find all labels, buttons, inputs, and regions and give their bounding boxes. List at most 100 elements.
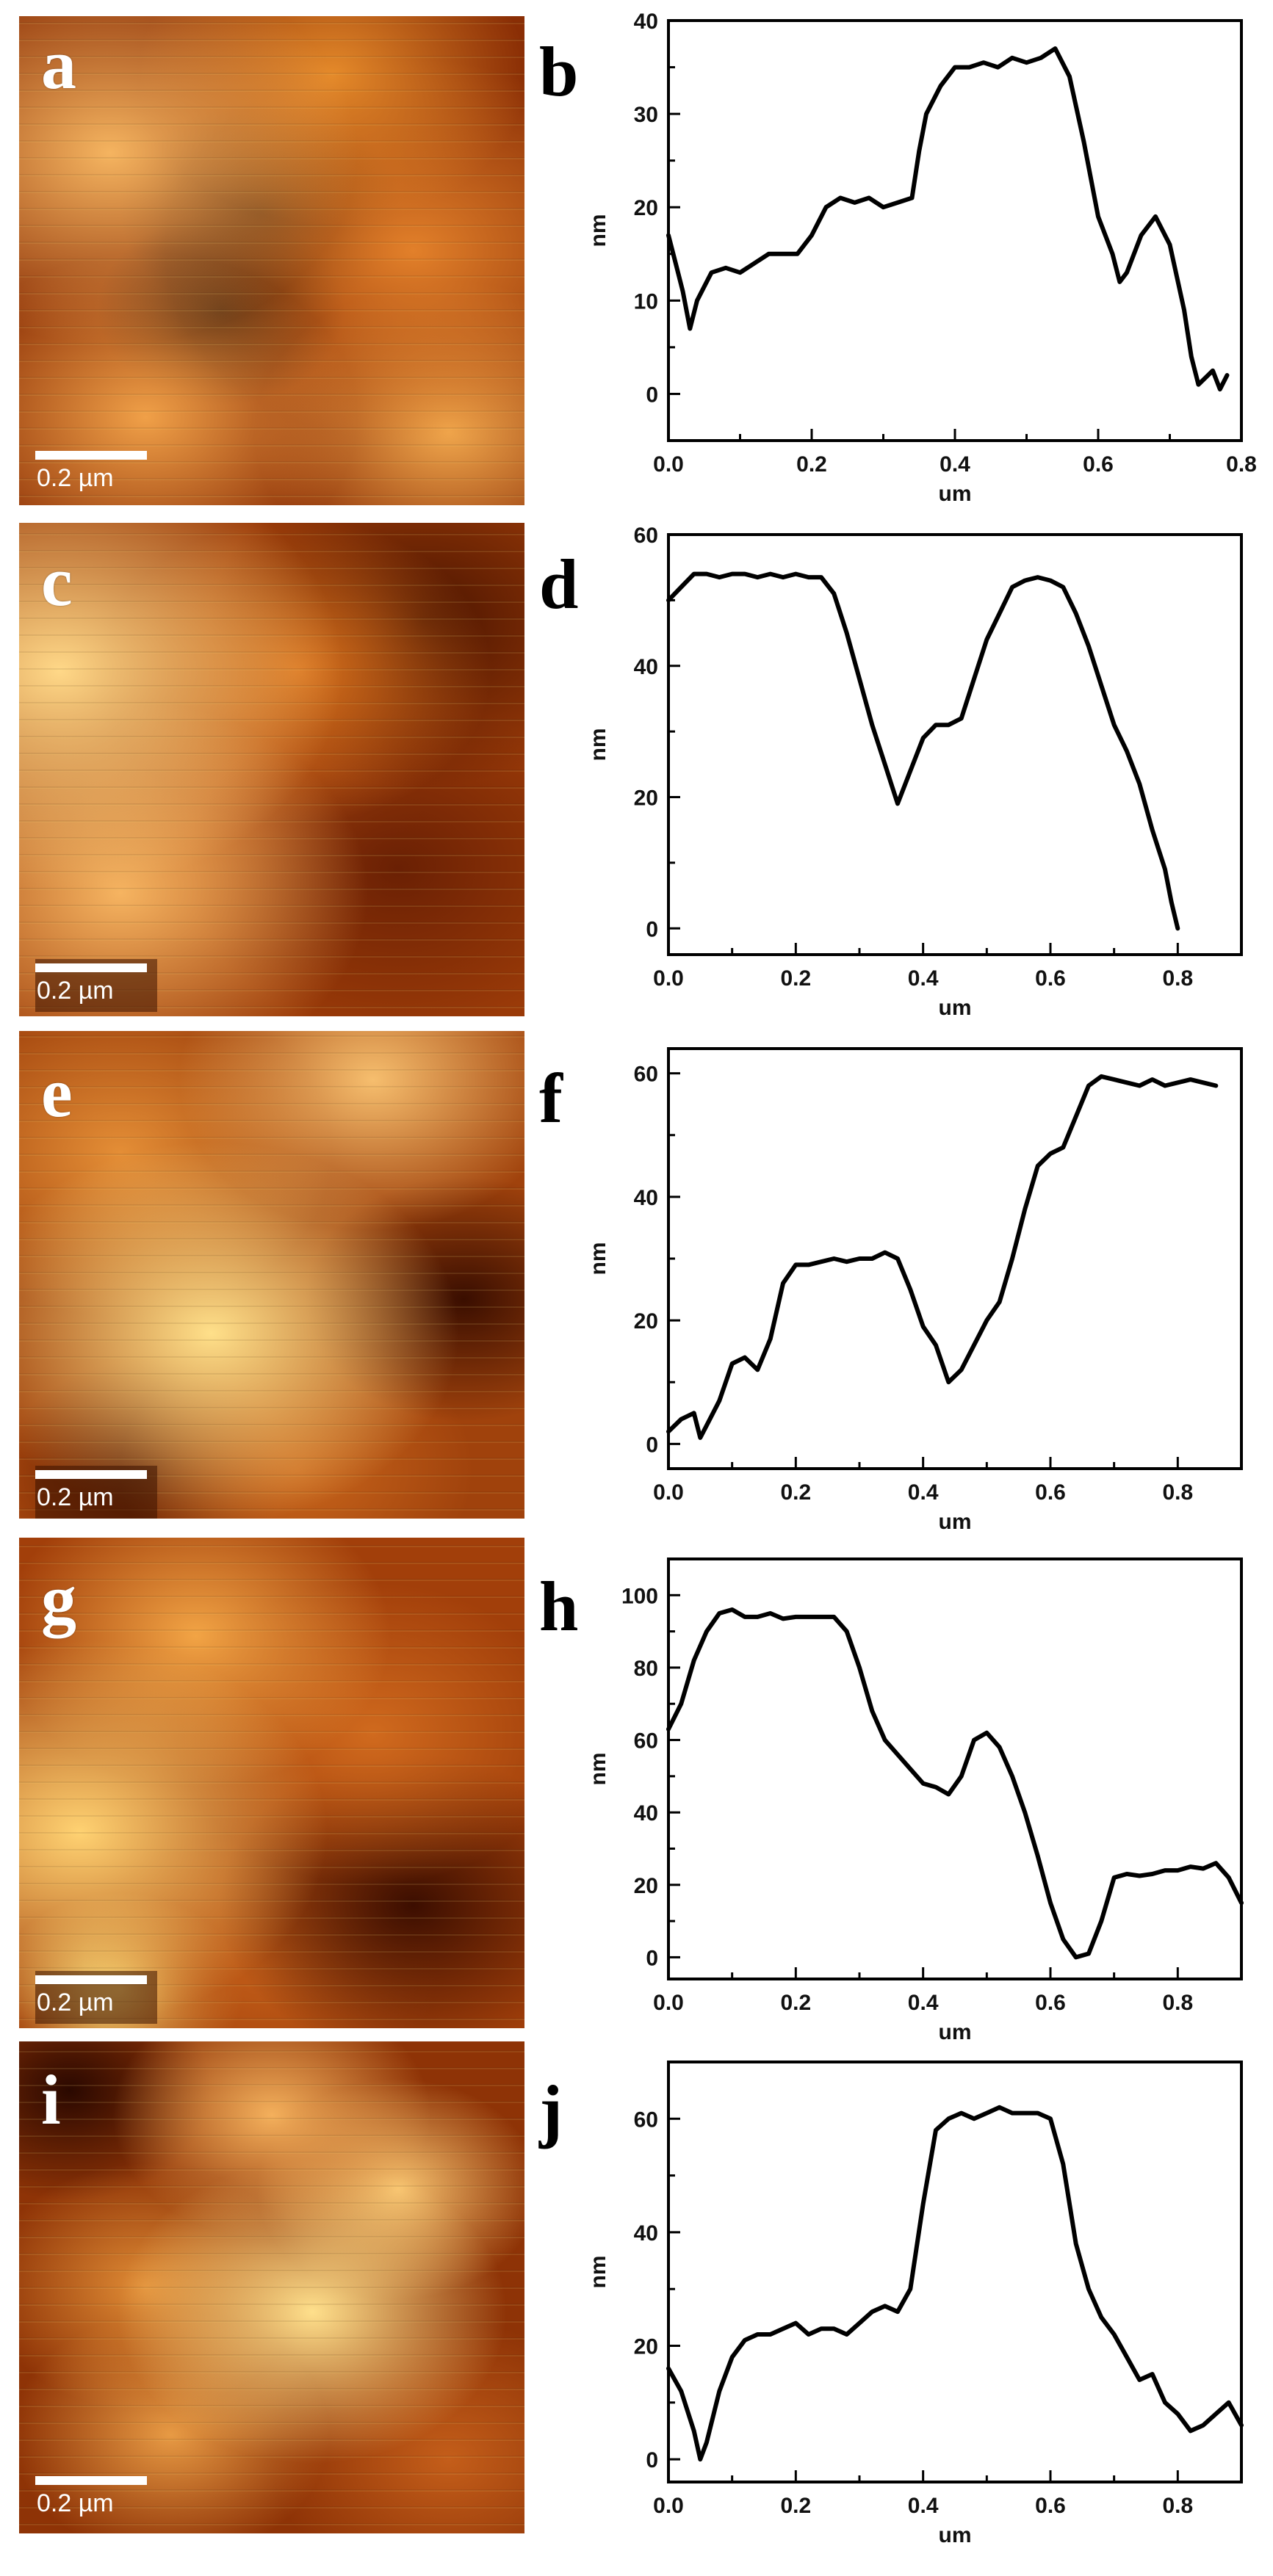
plot-frame <box>667 19 1243 442</box>
x-axis-label: um <box>939 482 972 506</box>
x-tick-label: 0.8 <box>1226 452 1257 477</box>
height-profile-chart-j: 0.0 0.2 0.4 0.6 0.8 0 20 40 60 um nm <box>586 2061 1244 2547</box>
scale-bar-line <box>35 1470 147 1479</box>
plot-frame <box>667 1557 1243 1980</box>
x-tick-label: 0.8 <box>1162 966 1193 991</box>
scale-bar-e: 0.2 µm <box>35 1466 157 1519</box>
scale-bar-text: 0.2 µm <box>37 464 114 492</box>
y-tick-label: 20 <box>634 2334 658 2359</box>
x-tick-label: 0.0 <box>653 2494 684 2518</box>
profile-line <box>666 571 1180 931</box>
x-tick-label: 0.0 <box>653 1991 684 2015</box>
y-tick-label: 0 <box>646 1433 658 1457</box>
height-profile-chart-f: 0.0 0.2 0.4 0.6 0.8 0 20 40 60 um nm <box>586 1047 1243 1534</box>
y-tick-label: 60 <box>634 1063 658 1087</box>
x-axis-label: um <box>939 1510 972 1534</box>
y-tick-label: 60 <box>634 1729 658 1754</box>
x-tick-label: 0.2 <box>780 2494 811 2518</box>
scale-bar-text: 0.2 µm <box>37 1483 114 1511</box>
x-tick-label: 0.6 <box>1035 1991 1066 2015</box>
y-axis-label: nm <box>586 2256 610 2289</box>
afm-image-c <box>19 523 524 1016</box>
height-profile-chart-b: 0.0 0.2 0.4 0.6 0.8 0 10 20 30 40 um nm <box>586 10 1257 506</box>
x-tick-label: 0.8 <box>1162 1480 1193 1505</box>
profile-line <box>666 2105 1244 2462</box>
scale-bar-text: 0.2 µm <box>37 2489 114 2517</box>
x-tick-label: 0.8 <box>1162 2494 1193 2518</box>
x-tick-label: 0.4 <box>908 1480 939 1505</box>
panel-label-g: g <box>41 1560 76 1638</box>
y-tick-label: 30 <box>634 103 658 127</box>
x-tick-label: 0.4 <box>908 966 939 991</box>
x-tick-label: 0.0 <box>653 1480 684 1505</box>
plot-frame <box>667 533 1243 956</box>
scale-bar-text: 0.2 µm <box>37 977 114 1005</box>
y-tick-label: 20 <box>634 786 658 811</box>
panel-label-i: i <box>41 2061 61 2139</box>
y-tick-label: 80 <box>634 1657 658 1681</box>
x-axis-label: um <box>939 2523 972 2547</box>
y-axis-label: nm <box>586 1753 610 1786</box>
x-tick-label: 0.6 <box>1035 1480 1066 1505</box>
y-tick-label: 40 <box>634 2221 658 2246</box>
x-axis-label: um <box>939 996 972 1020</box>
x-tick-label: 0.2 <box>780 1991 811 2015</box>
x-axis-label: um <box>939 2020 972 2044</box>
panel-label-c: c <box>41 542 73 621</box>
y-tick-label: 0 <box>646 383 658 407</box>
x-tick-label: 0.6 <box>1035 2494 1066 2518</box>
y-tick-label: 20 <box>634 1874 658 1898</box>
y-tick-label: 40 <box>634 1801 658 1826</box>
y-tick-label: 10 <box>634 289 658 314</box>
plot-frame <box>667 2061 1243 2483</box>
x-tick-label: 0.2 <box>796 452 827 477</box>
panel-label-d: d <box>539 545 579 623</box>
profile-line <box>666 1607 1244 1960</box>
y-tick-label: 40 <box>634 655 658 679</box>
afm-image-i <box>19 2041 524 2533</box>
x-tick-label: 0.6 <box>1035 966 1066 991</box>
y-tick-label: 0 <box>646 1946 658 1970</box>
panel-label-b: b <box>539 32 579 111</box>
profile-line <box>666 1074 1219 1440</box>
height-profile-chart-d: 0.0 0.2 0.4 0.6 0.8 0 20 40 60 um nm <box>586 524 1243 1020</box>
afm-image-g <box>19 1538 524 2028</box>
scale-bar-g: 0.2 µm <box>35 1971 157 2024</box>
scale-bar-line <box>35 963 147 972</box>
x-tick-label: 0.2 <box>780 1480 811 1505</box>
scale-bar-line <box>35 1975 147 1984</box>
x-tick-label: 0.0 <box>653 966 684 991</box>
x-tick-label: 0.2 <box>780 966 811 991</box>
scale-bar-a: 0.2 µm <box>35 446 157 499</box>
scale-bar-line <box>35 451 147 460</box>
y-tick-label: 20 <box>634 1309 658 1334</box>
y-tick-label: 40 <box>634 10 658 34</box>
x-tick-label: 0.4 <box>908 1991 939 2015</box>
panel-label-e: e <box>41 1053 73 1132</box>
y-tick-label: 60 <box>634 2108 658 2132</box>
y-axis-label: nm <box>586 728 610 761</box>
y-axis-label: nm <box>586 214 610 247</box>
y-tick-label: 100 <box>621 1584 658 1608</box>
x-tick-label: 0.4 <box>908 2494 939 2518</box>
y-tick-label: 60 <box>634 524 658 548</box>
y-axis-label: nm <box>586 1242 610 1276</box>
x-tick-label: 0.0 <box>653 452 684 477</box>
scale-bar-c: 0.2 µm <box>35 959 157 1012</box>
afm-image-a <box>19 16 524 505</box>
panel-label-f: f <box>539 1059 563 1137</box>
afm-image-e <box>19 1031 524 1519</box>
height-profile-chart-h: 0.0 0.2 0.4 0.6 0.8 0 20 40 60 80 100 um nm <box>586 1557 1244 2044</box>
y-tick-label: 40 <box>634 1186 658 1210</box>
x-tick-label: 0.6 <box>1083 452 1114 477</box>
y-tick-label: 20 <box>634 196 658 220</box>
scale-bar-text: 0.2 µm <box>37 1989 114 2016</box>
y-tick-label: 0 <box>646 917 658 941</box>
panel-label-j: j <box>539 2071 563 2149</box>
x-tick-label: 0.8 <box>1162 1991 1193 2015</box>
x-tick-label: 0.4 <box>940 452 970 477</box>
y-tick-label: 0 <box>646 2448 658 2472</box>
scale-bar-i: 0.2 µm <box>35 2472 157 2525</box>
plot-frame <box>667 1047 1243 1470</box>
scale-bar-line <box>35 2476 147 2485</box>
